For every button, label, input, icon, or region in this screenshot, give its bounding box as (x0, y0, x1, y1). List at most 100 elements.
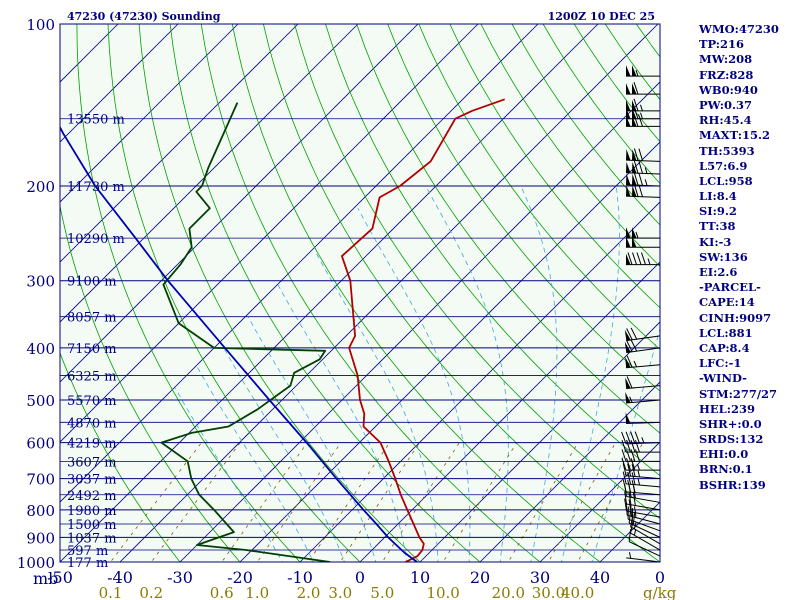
dry-adiabat-line (107, 24, 361, 562)
wind-barb-staff (630, 526, 661, 545)
wind-barb-staff (626, 483, 661, 488)
wind-barb-staff (626, 496, 661, 503)
wind-barb (626, 98, 660, 112)
mixing-ratio-label: 40.0 (561, 584, 594, 600)
index-item: SRDS:132 (699, 432, 764, 447)
index-item: -PARCEL- (699, 280, 761, 295)
wind-barb-pennant (626, 253, 631, 265)
wind-barb-flag (630, 431, 636, 444)
temperature-tick-label: 0 (355, 568, 365, 587)
height-label: 7150 m (67, 342, 117, 357)
height-label: 13550 m (67, 113, 125, 128)
station-title: 47230 (47230) Sounding (67, 10, 221, 23)
height-label: 9100 m (67, 275, 117, 290)
wind-barb (622, 479, 661, 496)
stability-indices-panel: WMO:47230 TP:216 MW:208 FRZ:828 WB0:940 PW:0.… (699, 22, 799, 493)
wind-barb-staff (627, 514, 661, 525)
wind-barb-flag (622, 479, 627, 492)
index-item: MW:208 (699, 52, 753, 67)
wind-barb (626, 172, 661, 187)
wind-barb (627, 506, 661, 532)
wind-barb (626, 252, 660, 266)
moist-adiabat-line (220, 341, 345, 562)
wind-barb-pennant (625, 412, 631, 424)
wind-barb (626, 227, 660, 239)
mixing-ratio-label: 0.2 (139, 584, 163, 600)
wind-barb-flag (621, 440, 627, 453)
wind-barb-half-flag (641, 437, 645, 444)
temperature-tick-label: -20 (227, 568, 253, 587)
temperature-tick-label: 40 (590, 568, 610, 587)
wind-barb (626, 148, 661, 162)
isotherm-line (60, 24, 179, 143)
dry-adiabat-line (294, 24, 660, 520)
temperature-tick-label: -10 (287, 568, 313, 587)
index-item: KI:-3 (699, 234, 732, 249)
temperature-profile-line (341, 98, 506, 562)
dry-adiabat-line (449, 24, 660, 309)
wind-barb-flag (635, 449, 640, 462)
dry-adiabat-line (60, 204, 241, 562)
index-item: LCL:881 (699, 325, 753, 340)
wind-barb-staff (626, 159, 661, 162)
wind-barb-half-flag (635, 231, 639, 239)
pressure-tick-label: 200 (26, 178, 55, 196)
dry-adiabat-line (325, 24, 660, 477)
wind-barb-flag (621, 449, 627, 462)
dewpoint-profile-line (160, 102, 331, 562)
wind-barb-flag (635, 440, 640, 453)
wind-barb-flag (632, 252, 637, 265)
wind-barb-staff (626, 503, 661, 511)
wind-barb-half-flag (644, 167, 648, 174)
wind-barb (626, 184, 661, 198)
isotherm-line (60, 24, 479, 443)
mixing-ratio-line (507, 442, 579, 562)
wind-barb-flag (626, 458, 631, 471)
wind-barb-flag (641, 252, 646, 265)
wind-barb-pennant (626, 227, 631, 239)
wind-barb-pennant (626, 236, 631, 248)
height-label: 8057 m (67, 311, 117, 326)
dry-adiabat-line (480, 24, 660, 267)
wind-barb-pennant (624, 329, 631, 341)
index-item: BRN:0.1 (699, 462, 753, 477)
dry-adiabat-line (60, 351, 181, 562)
wind-barb-flag (625, 431, 631, 444)
wind-barb-flag (626, 376, 633, 389)
index-item: EI:2.6 (699, 265, 738, 279)
mixing-ratio-label: 1.0 (245, 584, 269, 600)
wind-barb-pennant (624, 341, 631, 353)
wind-barb-flag (622, 471, 627, 485)
wind-barb-pennant (626, 185, 631, 197)
isotherm-line (239, 141, 660, 562)
wind-barb-flag (625, 502, 628, 516)
dry-adiabat-line (387, 24, 660, 392)
wind-barb (625, 376, 661, 390)
wind-barb-staff (627, 518, 661, 532)
wind-barb-flag (626, 440, 631, 453)
wind-barb-flag (630, 458, 636, 471)
temperature-tick-label: -30 (167, 568, 193, 587)
temperature-tick-label: -40 (107, 568, 133, 587)
wind-barb-staff (626, 184, 661, 187)
height-label: 4870 m (67, 416, 117, 431)
isotherm-line (479, 381, 660, 562)
pressure-unit-label: mb (33, 569, 58, 588)
wind-barb (626, 236, 660, 248)
isotherm-line (60, 24, 599, 562)
wind-barb (625, 355, 661, 369)
index-item: L57:6.9 (699, 158, 748, 173)
moist-adiabat-line (357, 208, 471, 562)
mixing-ratio-line (150, 442, 241, 562)
wind-barb-half-flag (640, 104, 643, 111)
height-label: 11730 m (67, 180, 125, 195)
moist-adiabat-line (315, 251, 439, 562)
index-item: CINH:9097 (699, 310, 772, 325)
wind-barb-pennant (632, 185, 637, 197)
pressure-tick-label: 800 (26, 502, 55, 520)
height-label: 2492 m (67, 489, 117, 504)
temperature-tick-label: 0 (655, 568, 665, 587)
index-item: FRZ:828 (699, 67, 754, 82)
dry-adiabat-line (418, 24, 660, 350)
